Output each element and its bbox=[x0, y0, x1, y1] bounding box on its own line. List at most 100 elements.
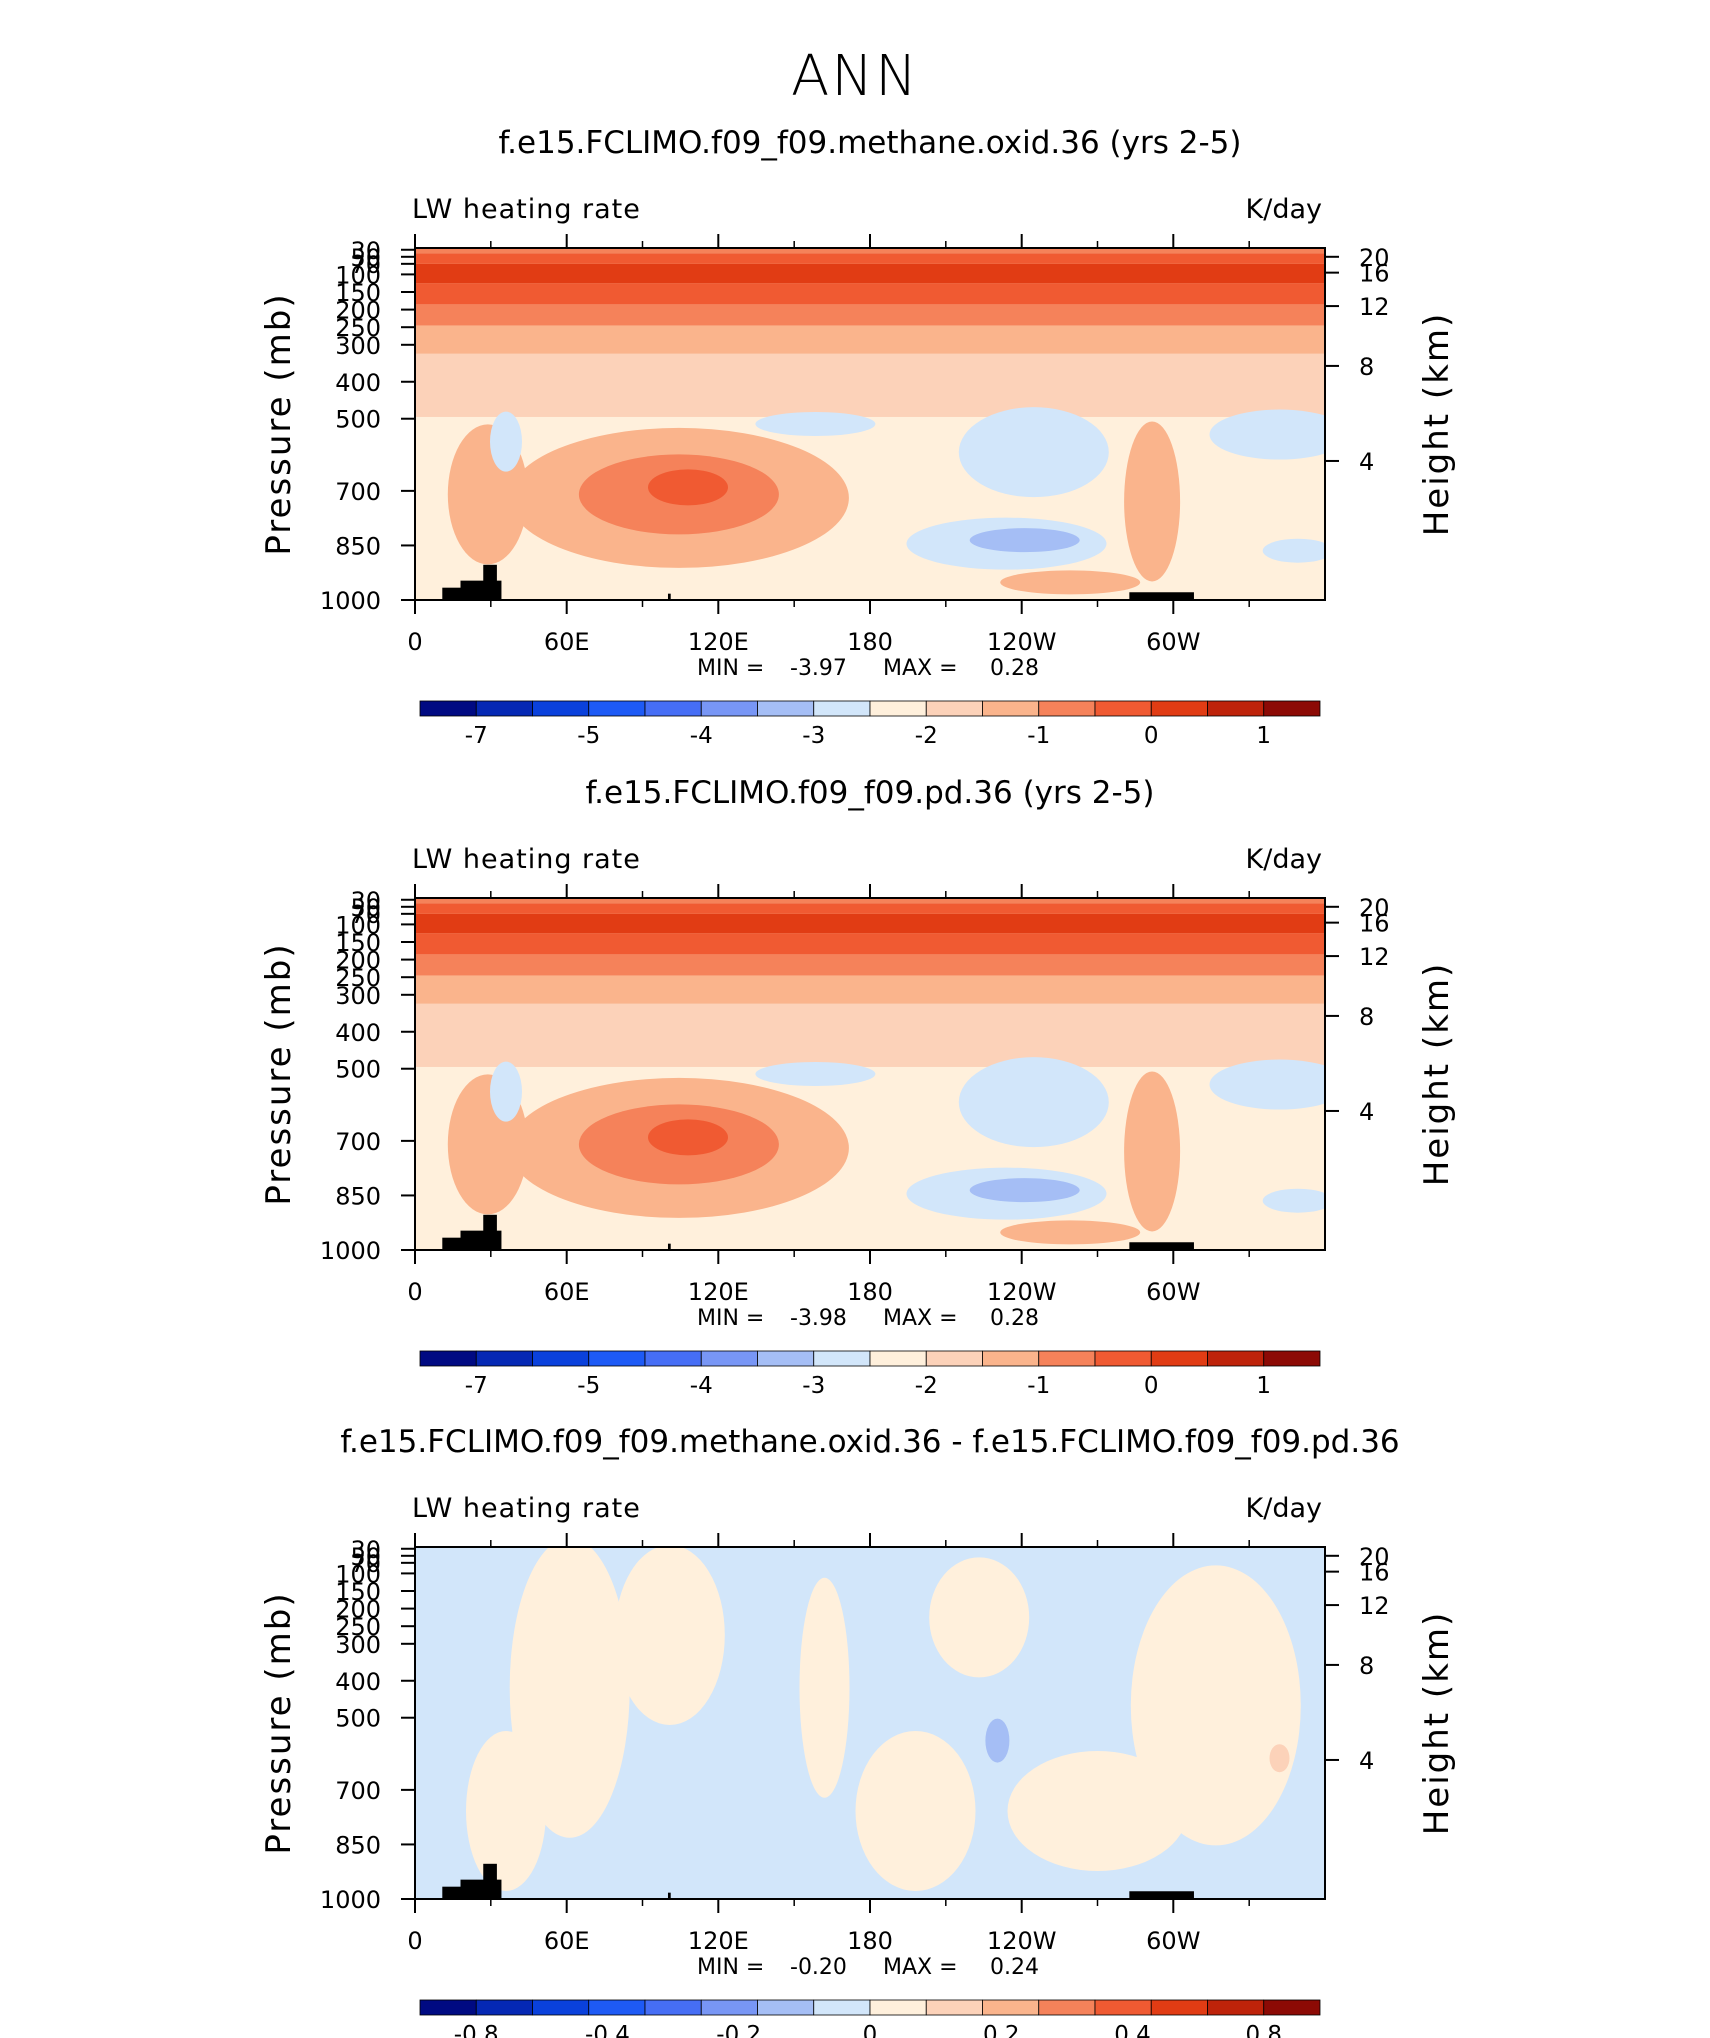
contour-field bbox=[415, 1547, 1325, 1899]
y-tick-label: 700 bbox=[335, 478, 381, 506]
colorbar-label: -4 bbox=[690, 723, 713, 749]
x-tick-label: 120E bbox=[688, 1278, 749, 1306]
min-value: -0.20 bbox=[790, 1955, 847, 1980]
field-blob bbox=[1209, 409, 1325, 460]
y-tick-label: 50 bbox=[350, 244, 381, 272]
y2-tick-label: 16 bbox=[1359, 260, 1390, 288]
colorbar-swatch bbox=[700, 1999, 758, 2016]
panel-title: f.e15.FCLIMO.f09_f09.methane.oxid.36 - f… bbox=[340, 1424, 1399, 1460]
colorbar-label: -3 bbox=[802, 723, 825, 749]
y-tick-label: 250 bbox=[335, 964, 381, 992]
field-blob bbox=[755, 1062, 876, 1086]
y2-tick-label: 8 bbox=[1359, 353, 1374, 381]
x-tick-label: 60E bbox=[544, 628, 590, 656]
x-tick-label: 60W bbox=[1146, 628, 1200, 656]
colorbar-swatch bbox=[982, 1350, 1040, 1367]
field-blob bbox=[1130, 1565, 1301, 1846]
colorbar-swatch bbox=[757, 700, 815, 717]
field-band bbox=[415, 933, 1325, 955]
min-value: -3.98 bbox=[790, 1306, 847, 1331]
y-axis-label: Pressure (mb) bbox=[259, 292, 299, 555]
x-tick-label: 180 bbox=[847, 628, 893, 656]
colorbar-swatch bbox=[644, 1999, 702, 2016]
field-blob bbox=[490, 1061, 522, 1122]
colorbar-swatch bbox=[1150, 700, 1208, 717]
field-blob bbox=[958, 407, 1109, 498]
panel-title: f.e15.FCLIMO.f09_f09.pd.36 (yrs 2-5) bbox=[585, 775, 1154, 811]
colorbar-swatch bbox=[813, 700, 871, 717]
variable-label: LW heating rate bbox=[412, 1493, 641, 1524]
y-tick-label: 30 bbox=[350, 237, 381, 265]
y2-axis-label: Height (km) bbox=[1417, 962, 1457, 1187]
field-band bbox=[415, 304, 1325, 326]
colorbar-swatch bbox=[757, 1350, 815, 1367]
colorbar-swatch bbox=[419, 700, 477, 717]
topography bbox=[492, 580, 502, 600]
field-blob bbox=[1124, 1071, 1181, 1232]
y-tick-label: 150 bbox=[335, 1578, 381, 1606]
field-blob bbox=[985, 1718, 1010, 1763]
y-axis-label: Pressure (mb) bbox=[259, 1591, 299, 1854]
topography bbox=[1129, 592, 1194, 600]
field-blob bbox=[1000, 1220, 1141, 1245]
topography bbox=[667, 1892, 671, 1899]
y2-tick-label: 4 bbox=[1359, 1747, 1374, 1775]
y-tick-label: 400 bbox=[335, 1019, 381, 1047]
topography bbox=[1129, 1242, 1194, 1250]
colorbar: -7 -5 -4 -3 -2 -1 0 1 bbox=[419, 1350, 1321, 1399]
variable-label: LW heating rate bbox=[412, 844, 641, 875]
field-blob bbox=[855, 1731, 976, 1891]
y-tick-label: 850 bbox=[335, 1182, 381, 1210]
colorbar-swatch bbox=[1150, 1350, 1208, 1367]
colorbar-swatch bbox=[757, 1999, 815, 2016]
topography bbox=[667, 1243, 671, 1250]
y2-tick-label: 12 bbox=[1359, 293, 1390, 321]
x-tick-label: 180 bbox=[847, 1927, 893, 1955]
colorbar-swatch bbox=[419, 1999, 477, 2016]
colorbar-swatch bbox=[1207, 700, 1265, 717]
y-tick-label: 850 bbox=[335, 1831, 381, 1859]
colorbar-swatch bbox=[869, 700, 927, 717]
field-blob bbox=[509, 1547, 630, 1838]
field-band bbox=[415, 253, 1325, 264]
y-tick-label: 100 bbox=[335, 261, 381, 289]
field-blob bbox=[1262, 538, 1325, 563]
x-tick-label: 0 bbox=[407, 1927, 422, 1955]
x-tick-label: 60W bbox=[1146, 1278, 1200, 1306]
variable-label: LW heating rate bbox=[412, 194, 641, 225]
colorbar-label: -1 bbox=[1027, 723, 1050, 749]
y-tick-label: 150 bbox=[335, 279, 381, 307]
x-tick-label: 60W bbox=[1146, 1927, 1200, 1955]
topography bbox=[492, 1230, 502, 1250]
topography bbox=[442, 1237, 461, 1250]
topography bbox=[1129, 1891, 1194, 1899]
field-band bbox=[415, 263, 1325, 284]
colorbar-swatch bbox=[1207, 1350, 1265, 1367]
colorbar: -0.8 -0.4 -0.2 0 0.2 0.4 0.8 bbox=[419, 1999, 1321, 2038]
colorbar-label: 0.2 bbox=[983, 2022, 1020, 2038]
colorbar-label: -0.2 bbox=[716, 2022, 761, 2038]
max-label: MAX = bbox=[883, 656, 958, 681]
colorbar-swatch bbox=[869, 1350, 927, 1367]
x-tick-label: 120W bbox=[987, 1278, 1057, 1306]
colorbar-swatch bbox=[588, 1350, 646, 1367]
y-tick-label: 70 bbox=[350, 251, 381, 279]
colorbar-label: -7 bbox=[465, 723, 488, 749]
colorbar-swatch bbox=[588, 1999, 646, 2016]
topography bbox=[460, 1879, 488, 1899]
colorbar-swatch bbox=[982, 1999, 1040, 2016]
min-label: MIN = bbox=[697, 1955, 764, 1980]
colorbar-swatch bbox=[1094, 1999, 1152, 2016]
topography bbox=[460, 1230, 488, 1250]
colorbar-label: 0 bbox=[863, 2022, 878, 2038]
panel-1: f.e15.FCLIMO.f09_f09.methane.oxid.36 (yr… bbox=[259, 125, 1457, 749]
field-blob bbox=[958, 1057, 1109, 1148]
y-tick-label: 700 bbox=[335, 1128, 381, 1156]
x-tick-label: 0 bbox=[407, 1278, 422, 1306]
topography bbox=[460, 580, 488, 600]
colorbar-swatch bbox=[588, 700, 646, 717]
x-tick-label: 120W bbox=[987, 628, 1057, 656]
field-blob bbox=[969, 528, 1080, 553]
y2-tick-label: 16 bbox=[1359, 1559, 1390, 1587]
topography bbox=[667, 593, 671, 600]
